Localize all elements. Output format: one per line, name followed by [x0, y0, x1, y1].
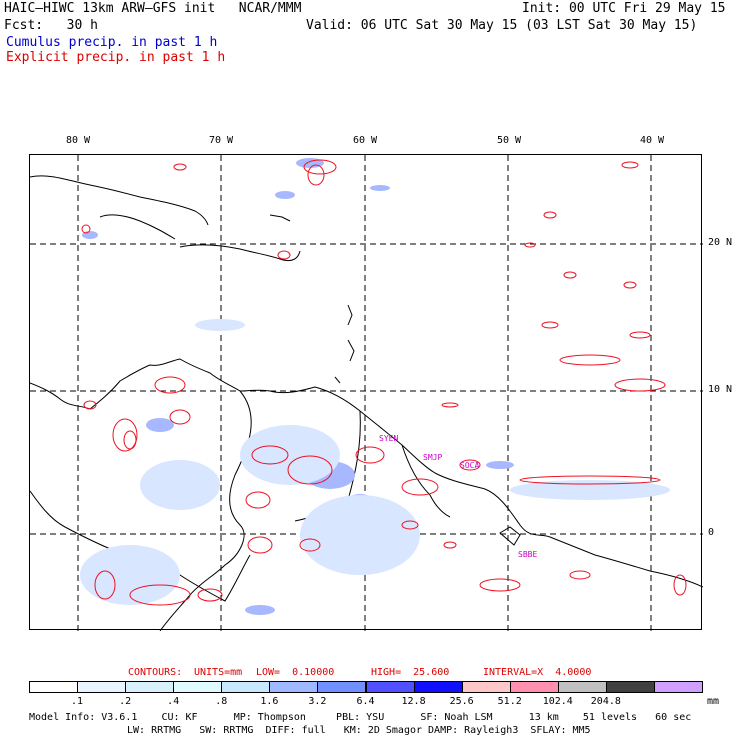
colorbar-cell	[365, 681, 415, 693]
colorbar-cell	[173, 681, 223, 693]
contour-info-label: CONTOURS:	[128, 667, 183, 678]
stations: SYEN SMJP SOCA SBBE	[379, 434, 537, 559]
colorbar-cell	[317, 681, 367, 693]
graticule	[30, 155, 703, 631]
station-sbbe: SBBE	[518, 550, 537, 559]
colorbar-tick-label: 51.2	[497, 696, 522, 707]
contour-interval: INTERVAL=X 4.0000	[483, 667, 592, 678]
colorbar-cell	[605, 681, 655, 693]
colorbar-tick-label: 25.6	[449, 696, 474, 707]
colorbar-cell	[125, 681, 175, 693]
colorbar-tick-label: 12.8	[401, 696, 426, 707]
model-info-line2: LW: RRTMG SW: RRTMG DIFF: full KM: 2D Sm…	[127, 725, 591, 736]
colorbar-cell	[221, 681, 271, 693]
colorbar-tick-label: 204.8	[590, 696, 621, 707]
valid-time: Valid: 06 UTC Sat 30 May 15 (03 LST Sat …	[306, 18, 698, 33]
colorbar-cell	[29, 681, 79, 693]
lon-label-40w: 40 W	[640, 135, 665, 146]
colorbar-tick-label: 1.6	[260, 696, 279, 707]
lon-label-60w: 60 W	[353, 135, 378, 146]
precip-map: SYEN SMJP SOCA SBBE	[29, 154, 704, 632]
colorbar-cell	[269, 681, 319, 693]
lat-label-0: 0	[708, 527, 715, 538]
lon-label-80w: 80 W	[66, 135, 91, 146]
init-time: Init: 00 UTC Fri 29 May 15	[522, 1, 726, 16]
colorbar-tick-label: .1	[71, 696, 84, 707]
lon-label-50w: 50 W	[497, 135, 522, 146]
explicit-precip-contours	[81, 159, 687, 606]
colorbar-cell	[413, 681, 463, 693]
colorbar-tick-label: .4	[167, 696, 180, 707]
light-precip-areas	[80, 319, 670, 605]
colorbar-cell	[509, 681, 559, 693]
lat-label-10n: 10 N	[708, 384, 733, 395]
colorbar-cell	[461, 681, 511, 693]
lat-label-20n: 20 N	[708, 237, 733, 248]
station-syen: SYEN	[379, 434, 398, 443]
colorbar-cell	[653, 681, 703, 693]
lon-label-70w: 70 W	[209, 135, 234, 146]
colorbar-tick-label: 102.4	[542, 696, 573, 707]
colorbar-tick-label: 3.2	[308, 696, 327, 707]
contour-high: HIGH= 25.600	[371, 667, 450, 678]
colorbar-tick-label: .2	[119, 696, 132, 707]
forecast-hour: Fcst: 30 h	[4, 18, 98, 33]
colorbar-tick-label: .8	[215, 696, 228, 707]
colorbar-tick-label: 6.4	[356, 696, 375, 707]
contour-units: UNITS=mm	[194, 667, 243, 678]
colorbar-cell	[557, 681, 607, 693]
cumulus-label: Cumulus precip. in past 1 h	[6, 35, 218, 50]
model-info-line1: Model Info: V3.6.1 CU: KF MP: Thompson P…	[29, 712, 692, 723]
colorbar-unit: mm	[707, 696, 720, 707]
model-title: HAIC–HIWC 13km ARW–GFS init NCAR/MMM	[4, 1, 302, 16]
contour-low: LOW= 0.10000	[256, 667, 335, 678]
colorbar-cell	[77, 681, 127, 693]
map-canvas: SYEN SMJP SOCA SBBE	[29, 155, 704, 632]
station-smjp: SMJP	[423, 453, 442, 462]
station-soca: SOCA	[460, 461, 479, 470]
explicit-label: Explicit precip. in past 1 h	[6, 50, 226, 65]
